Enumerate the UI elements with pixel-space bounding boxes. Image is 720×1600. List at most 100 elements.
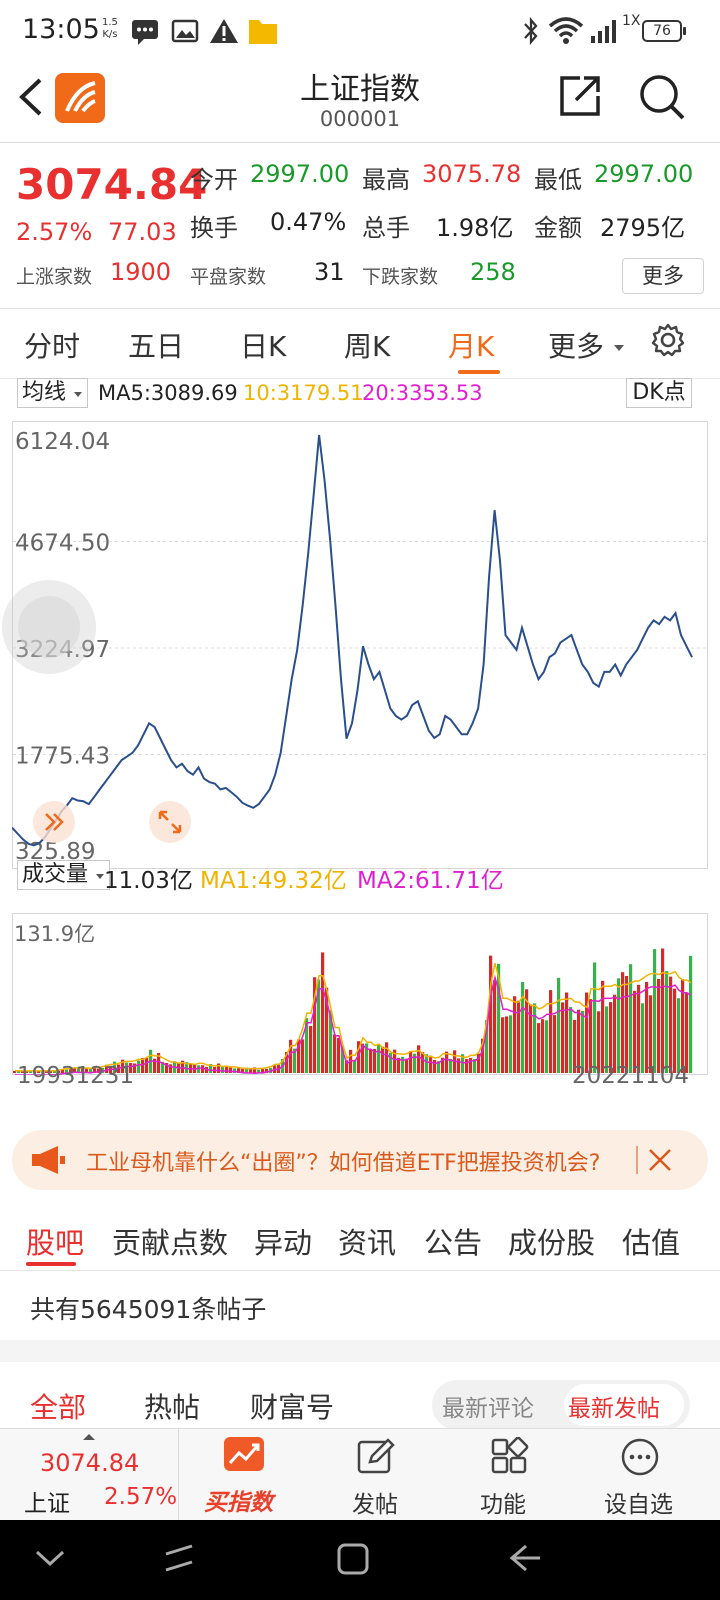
- volume-bar: [481, 1038, 485, 1073]
- filter-tab-wealth[interactable]: 财富号: [250, 1391, 335, 1424]
- section-tab-valuation[interactable]: 估值: [622, 1226, 681, 1260]
- volume-indicator-selector[interactable]: 成交量: [17, 860, 111, 890]
- volume-bar: [389, 1052, 393, 1073]
- floating-assist-button[interactable]: [2, 580, 96, 674]
- volume-bar: [425, 1054, 429, 1073]
- volume-bar: [489, 955, 493, 1073]
- volume-bar: [641, 1003, 645, 1073]
- sort-latest-comment[interactable]: 最新评论: [442, 1396, 534, 1422]
- volume-bar: [677, 998, 681, 1073]
- volume-bar: [573, 1019, 577, 1073]
- tab-intraday[interactable]: 分时: [24, 330, 81, 363]
- volume-bar: [681, 979, 685, 1073]
- tab-daily-k[interactable]: 日K: [240, 330, 287, 363]
- volume-bar: [301, 1039, 305, 1073]
- nav-functions[interactable]: 功能: [474, 1433, 554, 1518]
- volume-bar: [53, 1070, 57, 1073]
- volume-bar: [105, 1064, 109, 1073]
- section-tab-announcements[interactable]: 公告: [424, 1226, 483, 1260]
- back-arrow-icon[interactable]: [16, 76, 46, 118]
- sort-latest-post[interactable]: 最新发帖: [568, 1396, 660, 1422]
- nav-buy-index-label: 买指数: [204, 1490, 273, 1516]
- status-bar: 13:05 1.5 K/s 1X 76: [0, 0, 720, 64]
- section-tab-news[interactable]: 资讯: [338, 1226, 397, 1260]
- dk-point-button[interactable]: DK点: [626, 378, 692, 408]
- section-tab-constituents[interactable]: 成份股: [508, 1226, 596, 1260]
- indicator-selector[interactable]: 均线: [17, 378, 89, 408]
- floating-assist-inner: [18, 596, 80, 658]
- volume-chart[interactable]: 131.9亿: [12, 913, 708, 1075]
- tab-monthly-k[interactable]: 月K: [448, 330, 495, 363]
- sort-toggle: 最新评论 最新发帖: [432, 1380, 690, 1430]
- filter-tab-all[interactable]: 全部: [30, 1391, 87, 1424]
- nav-index-price[interactable]: 3074.84: [40, 1449, 140, 1477]
- chevron-down-icon[interactable]: [34, 1546, 66, 1570]
- recent-apps-icon[interactable]: [162, 1542, 198, 1574]
- nav-index-name[interactable]: 上证: [24, 1491, 70, 1517]
- section-tab-forum[interactable]: 股吧: [26, 1226, 85, 1260]
- volume-bar: [561, 1002, 565, 1073]
- volume-ma1-line: [14, 963, 692, 1072]
- up-count-label: 上涨家数: [16, 266, 93, 288]
- active-tab-underline: [458, 370, 500, 374]
- ad-text[interactable]: 工业母机靠什么“出圈”？如何借道ETF把握投资机会?: [86, 1151, 601, 1176]
- volume-ma1: MA1:49.32亿: [200, 868, 347, 894]
- net-speed-unit: K/s: [102, 29, 118, 40]
- filter-tab-hot[interactable]: 热帖: [144, 1391, 201, 1424]
- volume-bar: [41, 1070, 45, 1073]
- more-quote-button[interactable]: 更多: [622, 258, 704, 294]
- app-logo-icon[interactable]: [55, 73, 105, 123]
- volume-bar: [229, 1067, 233, 1073]
- gear-icon[interactable]: [650, 322, 686, 358]
- fullscreen-icon[interactable]: [148, 800, 192, 844]
- share-icon[interactable]: [558, 74, 602, 118]
- tab-five-day[interactable]: 五日: [128, 330, 185, 363]
- tab-more[interactable]: 更多: [548, 325, 625, 365]
- ad-banner[interactable]: 工业母机靠什么“出圈”？如何借道ETF把握投资机会?: [12, 1130, 708, 1190]
- back-icon[interactable]: [506, 1542, 542, 1574]
- volume-bar: [665, 971, 669, 1073]
- tab-weekly-k[interactable]: 周K: [344, 330, 391, 363]
- volume-bar: [437, 1061, 441, 1073]
- caret-down-icon: [96, 874, 105, 879]
- section-tabs-divider: [0, 1270, 720, 1271]
- volume-bar: [469, 1057, 473, 1073]
- volume-bar: [357, 1041, 361, 1073]
- volume-bar: [317, 979, 321, 1073]
- volume-bar: [601, 980, 605, 1073]
- message-icon: [132, 20, 158, 45]
- volume-value: 1.98亿: [436, 214, 514, 242]
- close-icon[interactable]: [648, 1148, 672, 1172]
- flat-count-label: 平盘家数: [190, 266, 267, 288]
- volume-bar: [405, 1058, 409, 1073]
- nav-buy-index[interactable]: 买指数: [196, 1433, 296, 1517]
- home-icon[interactable]: [336, 1542, 370, 1576]
- volume-bar: [441, 1057, 445, 1073]
- section-tab-movement[interactable]: 异动: [254, 1226, 313, 1260]
- scroll-left-icon[interactable]: [32, 800, 76, 844]
- volume-bar: [233, 1068, 237, 1073]
- open-label: 今开: [190, 166, 238, 194]
- volume-bar: [65, 1069, 69, 1073]
- volume-bar: [629, 964, 633, 1073]
- volume-bar: [261, 1068, 265, 1073]
- battery-level: 76: [653, 23, 671, 39]
- nav-index-pct[interactable]: 2.57%: [104, 1484, 178, 1510]
- nav-add-watchlist-label: 设自选: [604, 1492, 673, 1518]
- battery-tip: [683, 27, 686, 35]
- flat-count-value: 31: [314, 258, 345, 286]
- volume-current: 11.03亿: [104, 868, 193, 894]
- nav-add-watchlist[interactable]: 设自选: [600, 1433, 690, 1518]
- nav-post[interactable]: 发帖: [340, 1433, 420, 1518]
- volume-bar: [449, 1058, 453, 1073]
- volume-bar: [269, 1067, 273, 1073]
- search-icon[interactable]: [638, 73, 686, 121]
- signal-icon: [591, 20, 616, 43]
- volume-ma2-line: [14, 974, 692, 1075]
- section-tab-contribution[interactable]: 贡献点数: [112, 1226, 229, 1260]
- indicator-selector-label: 均线: [22, 380, 67, 405]
- volume-bar: [217, 1063, 221, 1073]
- volume-bar: [45, 1070, 49, 1073]
- volume-bar: [209, 1064, 213, 1073]
